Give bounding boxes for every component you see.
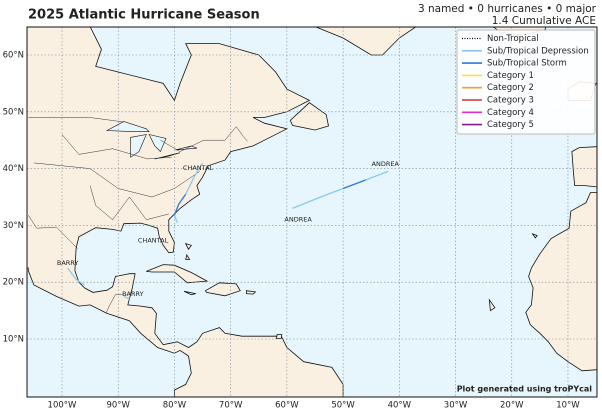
lat-label: 10°N xyxy=(3,335,24,345)
legend-label: Non-Tropical xyxy=(487,34,539,44)
land xyxy=(525,192,597,372)
land xyxy=(183,290,196,296)
storm-track xyxy=(67,267,85,286)
lon-label: 40°W xyxy=(388,401,412,411)
border xyxy=(89,185,169,221)
storm-label: ANDREA xyxy=(284,216,312,224)
storm-track xyxy=(185,162,204,195)
land xyxy=(488,298,496,312)
land xyxy=(571,146,597,188)
legend-label: Sub/Tropical Depression xyxy=(487,46,589,56)
lake xyxy=(130,134,147,158)
legend-label: Category 4 xyxy=(487,108,534,118)
storm-label: CHANTAL xyxy=(183,164,214,172)
lon-label: 30°W xyxy=(444,401,468,411)
summary-line: 3 named • 0 hurricanes • 0 major xyxy=(418,3,597,15)
legend: Non-Tropical Sub/Tropical Depression Sub/T… xyxy=(456,29,596,135)
lon-label: 100°W xyxy=(48,401,77,411)
land xyxy=(314,27,417,56)
lat-label: 50°N xyxy=(3,107,24,117)
border xyxy=(28,215,78,249)
title: 2025 Atlantic Hurricane Season xyxy=(28,8,260,23)
legend-label: Category 1 xyxy=(487,71,534,81)
border xyxy=(33,162,200,198)
credit: Plot generated using troPYcal xyxy=(457,385,593,394)
storm-label: ANDREA xyxy=(372,160,400,168)
track-layer xyxy=(67,162,389,300)
lon-label: 90°W xyxy=(106,401,130,411)
legend-label: Category 5 xyxy=(487,120,534,130)
storm-track xyxy=(342,179,366,190)
storm-label: BARRY xyxy=(122,290,144,298)
storm-track xyxy=(173,193,187,216)
lon-label: 50°W xyxy=(331,401,355,411)
storm-track xyxy=(365,170,389,181)
lon-label: 20°W xyxy=(500,401,524,411)
lat-label: 40°N xyxy=(3,164,24,174)
lake xyxy=(175,145,198,151)
legend-label: Category 3 xyxy=(487,96,534,106)
plot-frame xyxy=(26,26,598,398)
lake xyxy=(105,121,150,132)
border xyxy=(61,134,172,160)
land xyxy=(531,233,538,239)
land xyxy=(185,253,191,260)
storm-label: BARRY xyxy=(57,259,79,267)
storm-track xyxy=(292,187,344,210)
lat-label: 30°N xyxy=(3,221,24,231)
land xyxy=(184,242,192,251)
lake xyxy=(148,134,167,153)
border xyxy=(160,126,248,152)
storm-label: CHANTAL xyxy=(138,237,169,245)
lon-label: 60°W xyxy=(275,401,299,411)
border xyxy=(105,294,123,314)
land-layer xyxy=(27,27,597,397)
legend-label: Category 2 xyxy=(487,83,534,93)
land xyxy=(146,264,209,284)
land xyxy=(204,282,241,297)
lon-label: 70°W xyxy=(219,401,243,411)
legend-label: Sub/Tropical Storm xyxy=(487,59,567,69)
storm-track xyxy=(123,295,130,300)
lon-label: 10°W xyxy=(556,401,580,411)
summary-line: 1.4 Cumulative ACE xyxy=(492,15,596,27)
lat-label: 60°N xyxy=(3,51,24,61)
border xyxy=(28,117,124,123)
land xyxy=(246,290,257,295)
storm-track xyxy=(173,214,178,223)
legend-box xyxy=(456,29,596,135)
land xyxy=(289,102,329,131)
lat-label: 20°N xyxy=(3,278,24,288)
grid-layer xyxy=(27,27,597,397)
land xyxy=(275,334,283,339)
lon-label: 80°W xyxy=(163,401,187,411)
